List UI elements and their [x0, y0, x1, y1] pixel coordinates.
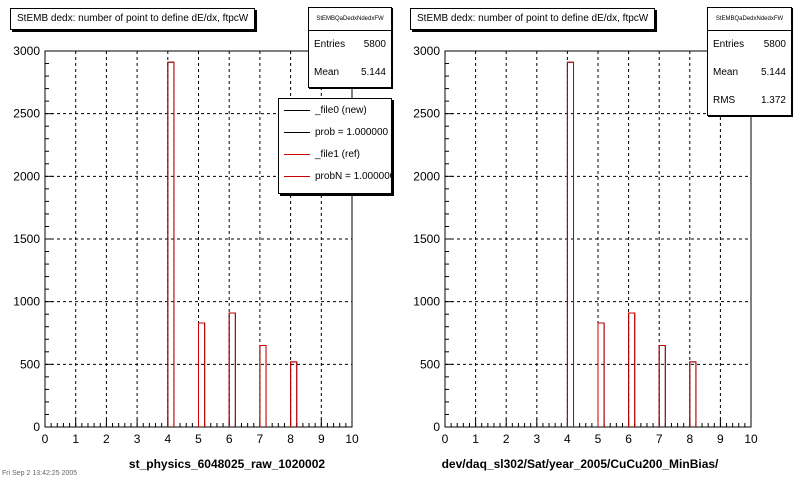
- histogram-bar-ref: [290, 361, 298, 427]
- y-tick-label: 500: [420, 357, 440, 371]
- histogram-bar-ref: [597, 322, 605, 427]
- legend-line-file0: [284, 109, 310, 111]
- histogram-bar-new: [689, 361, 697, 427]
- right-stats-mean-value: 5.144: [760, 67, 786, 78]
- left-title: StEMB dedx: number of point to define dE…: [10, 8, 256, 30]
- left-legend: _file0 (new) prob = 1.000000 _file1 (ref…: [278, 98, 392, 194]
- right-title: StEMB dedx: number of point to define dE…: [410, 8, 656, 30]
- histogram-bar-ref: [167, 61, 175, 427]
- legend-label-prob: prob = 1.000000: [315, 126, 389, 138]
- right-stats-row-entries: Entries 5800: [708, 31, 791, 59]
- legend-line-prob: [284, 131, 310, 133]
- y-tick-label: 2000: [413, 169, 440, 183]
- x-axis-label: st_physics_6048025_raw_1020002: [129, 457, 325, 471]
- left-stats-box: StEMBQaDedxNdedxFW Entries 5800 Mean 5.1…: [308, 7, 392, 88]
- x-tick-label: 0: [442, 432, 449, 446]
- x-tick-label: 4: [564, 432, 571, 446]
- y-tick-label: 1500: [13, 232, 40, 246]
- x-tick-label: 4: [164, 432, 171, 446]
- right-stats-row-rms: RMS 1.372: [708, 87, 791, 115]
- histogram-bar-new: [259, 345, 267, 427]
- right-stats-rms-label: RMS: [713, 95, 736, 106]
- histogram-bar-new: [566, 61, 575, 427]
- x-tick-label: 9: [318, 432, 325, 446]
- right-stats-name: StEMBQaDedxNdedxFW: [708, 8, 791, 31]
- y-tick-label: 1500: [413, 232, 440, 246]
- x-tick-label: 8: [287, 432, 294, 446]
- legend-entry-probn: probN = 1.000000: [279, 165, 391, 187]
- footer-date: Fri Sep 2 13:42:25 2005: [2, 470, 78, 477]
- histogram-bar-new: [658, 345, 666, 427]
- x-tick-label: 6: [226, 432, 233, 446]
- histogram-bar-new: [290, 361, 298, 427]
- left-stats-row-mean: Mean 5.144: [309, 59, 391, 87]
- x-tick-label: 1: [472, 432, 479, 446]
- legend-entry-prob: prob = 1.000000: [279, 121, 391, 143]
- y-tick-label: 3000: [13, 44, 40, 58]
- histogram-bar-ref: [198, 322, 206, 427]
- x-tick-label: 6: [625, 432, 632, 446]
- histogram-bar-ref: [689, 361, 697, 427]
- y-tick-label: 2500: [413, 107, 440, 121]
- legend-line-probn: [284, 175, 310, 177]
- legend-entry-file1: _file1 (ref): [279, 143, 391, 165]
- histogram-bar-ref: [566, 61, 575, 427]
- y-tick-label: 1000: [13, 295, 40, 309]
- x-tick-label: 8: [686, 432, 693, 446]
- y-tick-label: 2500: [13, 107, 40, 121]
- x-tick-label: 10: [345, 432, 359, 446]
- x-tick-label: 2: [503, 432, 510, 446]
- left-stats-entries-value: 5800: [363, 39, 386, 50]
- y-tick-label: 3000: [413, 44, 440, 58]
- y-tick-label: 1000: [413, 295, 440, 309]
- right-stats-entries-label: Entries: [713, 39, 745, 50]
- x-tick-label: 3: [533, 432, 540, 446]
- x-tick-label: 7: [257, 432, 264, 446]
- left-stats-row-entries: Entries 5800: [309, 31, 391, 59]
- x-tick-label: 10: [744, 432, 758, 446]
- x-tick-label: 5: [595, 432, 602, 446]
- right-stats-box: StEMBQaDedxNdedxFW Entries 5800 Mean 5.1…: [707, 7, 792, 116]
- y-tick-label: 0: [433, 420, 440, 434]
- left-stats-name: StEMBQaDedxNdedxFW: [309, 8, 391, 31]
- histogram-bar-new: [167, 61, 175, 427]
- histogram-bar-ref: [228, 312, 236, 427]
- x-tick-label: 5: [195, 432, 202, 446]
- y-tick-label: 2000: [13, 169, 40, 183]
- y-tick-label: 0: [33, 420, 40, 434]
- x-tick-label: 3: [134, 432, 141, 446]
- left-stats-mean-label: Mean: [314, 67, 340, 78]
- legend-label-file0: _file0 (new): [315, 104, 367, 116]
- right-stats-mean-label: Mean: [713, 67, 739, 78]
- right-stats-row-mean: Mean 5.144: [708, 59, 791, 87]
- legend-entry-file0: _file0 (new): [279, 99, 391, 121]
- x-tick-label: 0: [42, 432, 49, 446]
- legend-label-file1: _file1 (ref): [315, 148, 361, 160]
- right-pad: 0 1 2 3 4 5 6 7 8 9 10 0 500 1000 1500 2000 2500 3000 dev/…: [400, 0, 800, 480]
- left-pad: 0 1 2 3 4 5 6 7 8 9 10 0 500 1000 1500 2000 2500 3000 st_p…: [2, 7, 392, 477]
- right-stats-entries-value: 5800: [763, 39, 786, 50]
- x-tick-label: 1: [72, 432, 79, 446]
- histogram-bar-new: [228, 312, 236, 427]
- x-axis-label: dev/daq_sl302/Sat/year_2005/CuCu200_MinB…: [442, 457, 719, 471]
- legend-line-file1: [284, 153, 310, 155]
- left-histogram: 0 1 2 3 4 5 6 7 8 9 10 0 500 1000 1500 2000 2500 3000 st_p…: [13, 44, 359, 471]
- left-stats-mean-value: 5.144: [360, 67, 386, 78]
- histogram-bar-new: [628, 312, 636, 427]
- right-histogram: 0 1 2 3 4 5 6 7 8 9 10 0 500 1000 1500 2000 2500 3000 dev/…: [413, 44, 758, 471]
- x-tick-label: 7: [656, 432, 663, 446]
- histogram-bar-ref: [259, 345, 267, 427]
- right-stats-rms-value: 1.372: [760, 95, 786, 106]
- histogram-bar-new: [597, 322, 605, 427]
- left-stats-entries-label: Entries: [314, 39, 346, 50]
- histogram-bar-ref: [628, 312, 636, 427]
- histogram-bar-new: [198, 322, 206, 427]
- y-tick-label: 500: [20, 357, 40, 371]
- legend-label-probn: probN = 1.000000: [315, 170, 392, 182]
- x-tick-label: 2: [103, 432, 110, 446]
- histogram-bar-ref: [658, 345, 666, 427]
- x-tick-label: 9: [717, 432, 724, 446]
